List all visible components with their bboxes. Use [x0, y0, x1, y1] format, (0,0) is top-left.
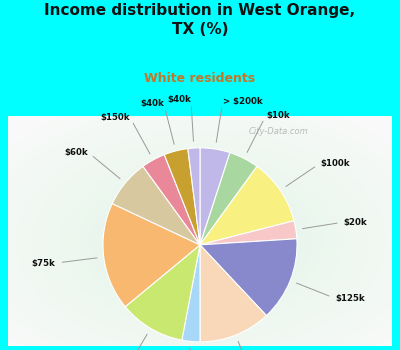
- Wedge shape: [200, 245, 266, 342]
- Text: > $200k: > $200k: [223, 97, 262, 106]
- Text: $20k: $20k: [344, 218, 368, 226]
- Wedge shape: [164, 149, 200, 245]
- Wedge shape: [112, 166, 200, 245]
- Wedge shape: [103, 204, 200, 307]
- Wedge shape: [182, 245, 200, 342]
- Text: $125k: $125k: [335, 294, 365, 303]
- Wedge shape: [200, 221, 297, 245]
- Text: City-Data.com: City-Data.com: [249, 127, 308, 136]
- Wedge shape: [200, 239, 297, 316]
- Text: $60k: $60k: [64, 148, 88, 156]
- Wedge shape: [200, 166, 294, 245]
- Text: White residents: White residents: [144, 72, 256, 85]
- Text: $10k: $10k: [266, 111, 290, 120]
- Wedge shape: [200, 153, 257, 245]
- Text: $40k: $40k: [140, 99, 164, 108]
- Wedge shape: [125, 245, 200, 340]
- Text: $75k: $75k: [32, 259, 56, 268]
- Wedge shape: [188, 148, 200, 245]
- Wedge shape: [200, 148, 230, 245]
- Text: $100k: $100k: [320, 159, 350, 168]
- Text: Income distribution in West Orange,
TX (%): Income distribution in West Orange, TX (…: [44, 4, 356, 37]
- Wedge shape: [143, 155, 200, 245]
- Text: $150k: $150k: [100, 113, 130, 122]
- Text: $40k: $40k: [167, 95, 191, 104]
